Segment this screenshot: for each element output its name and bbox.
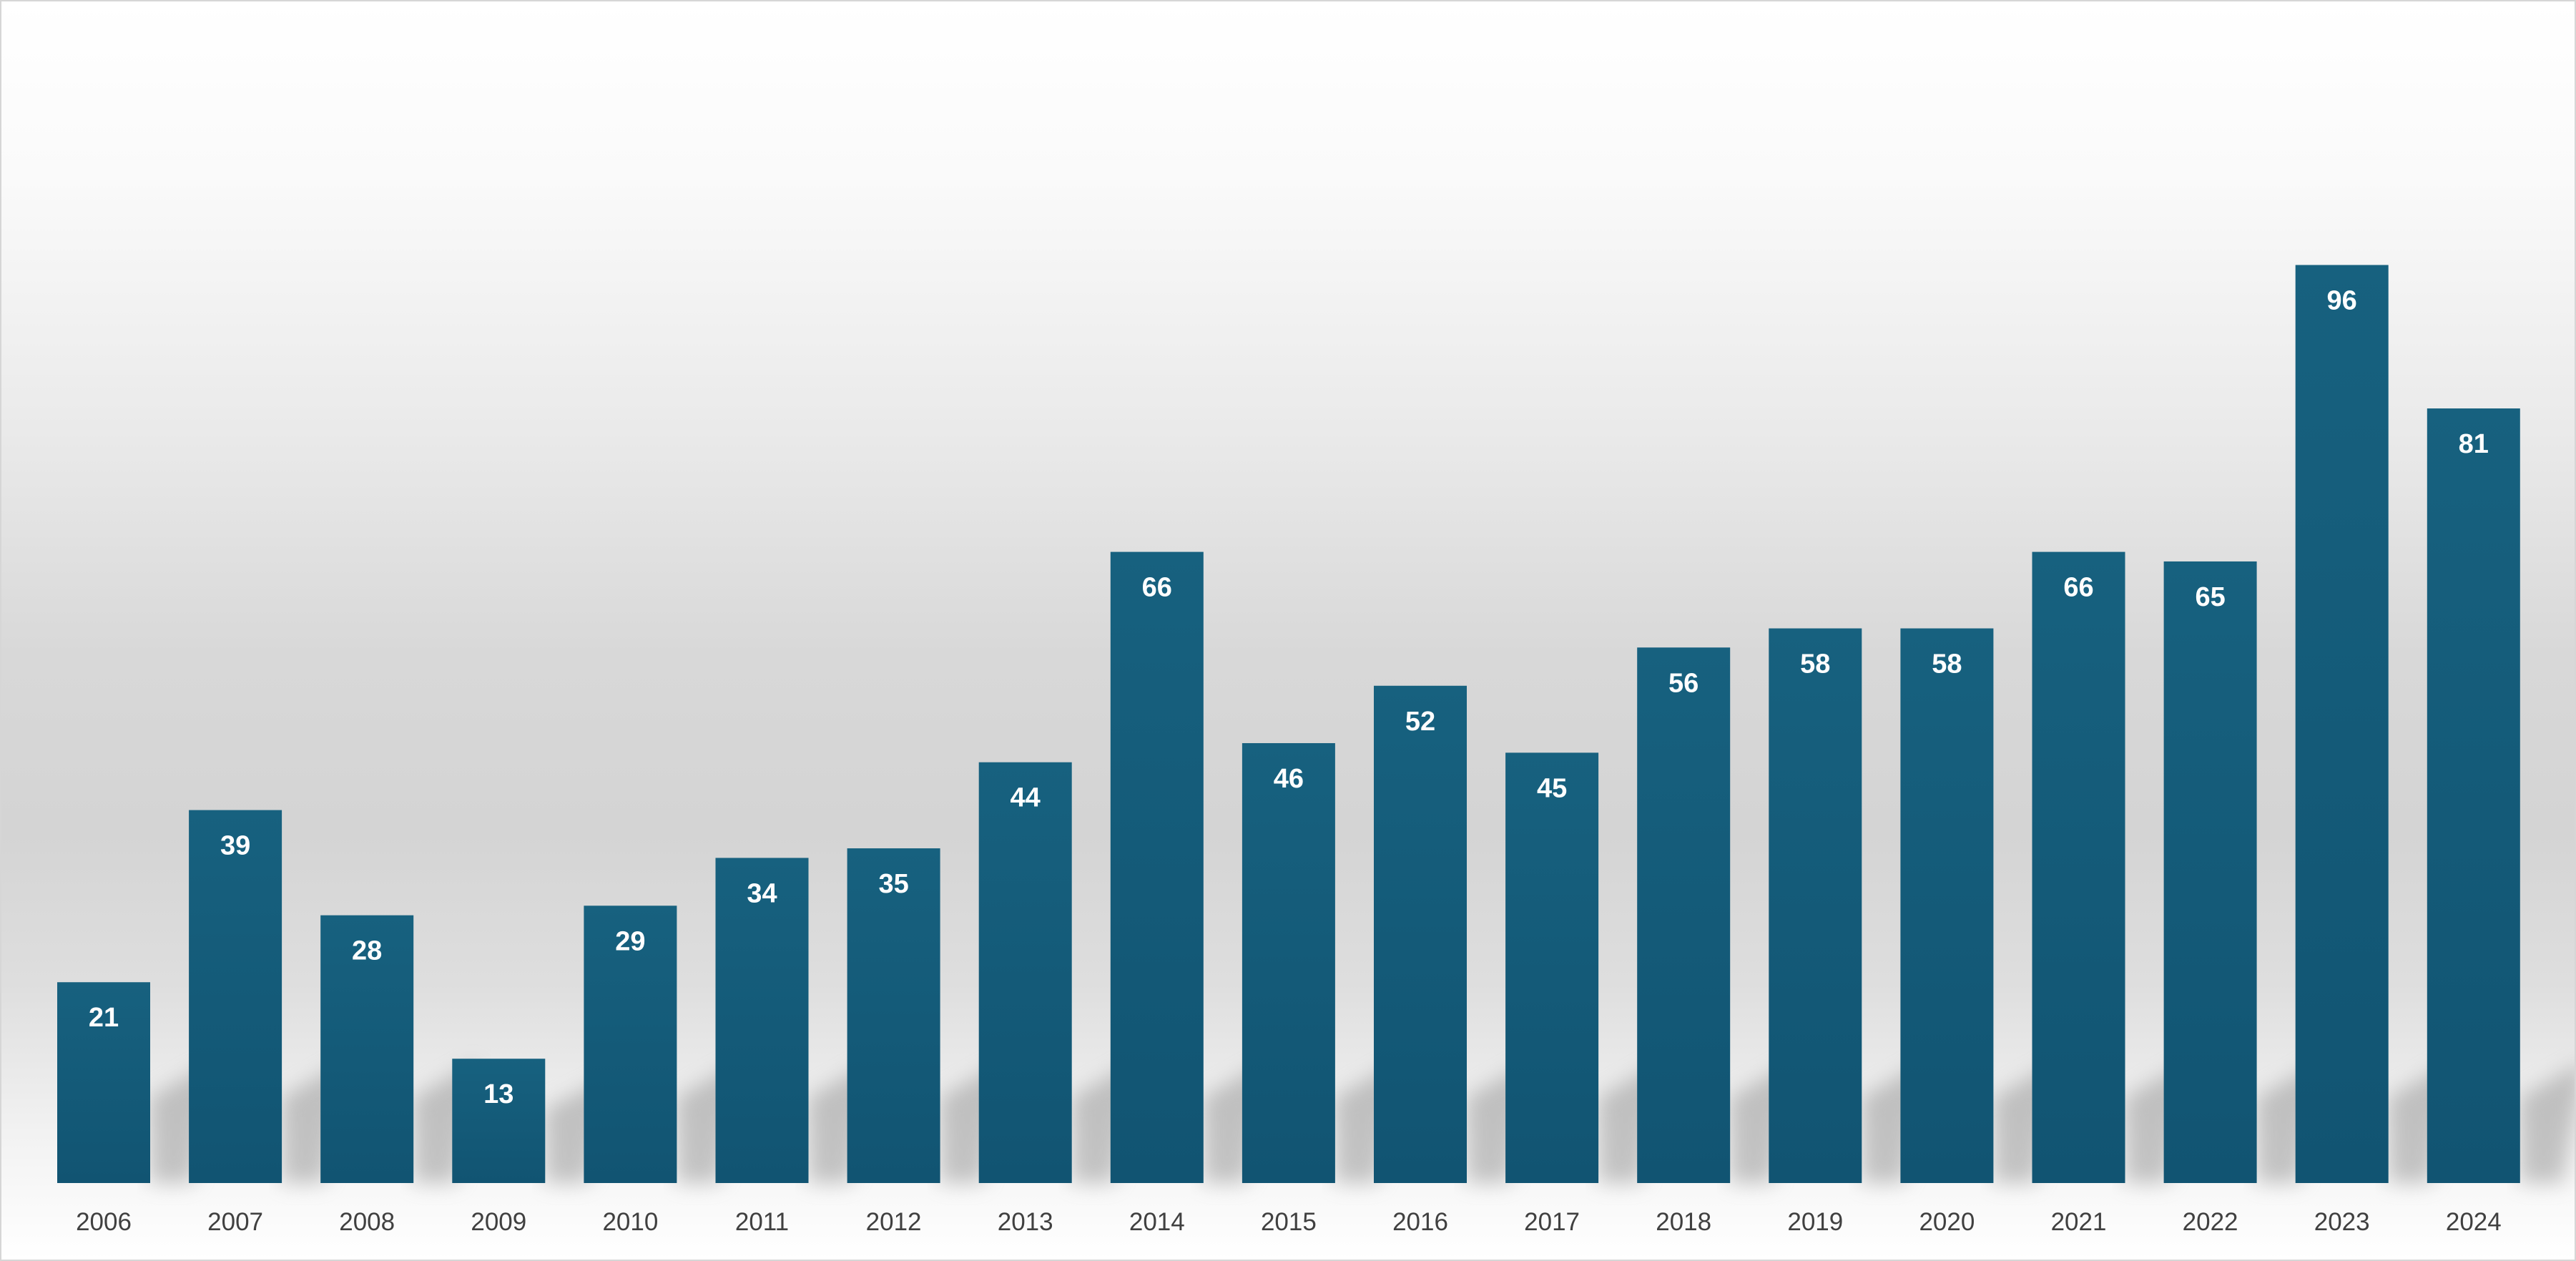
bar-2010 [584, 906, 677, 1183]
bar-2022 [2163, 561, 2257, 1183]
bar-2018 [1637, 647, 1731, 1183]
bar-2019 [1769, 628, 1862, 1183]
x-tick-2021: 2021 [2051, 1208, 2107, 1236]
value-label-2006: 21 [89, 1003, 119, 1033]
value-label-2013: 44 [1011, 783, 1041, 813]
value-label-2017: 45 [1537, 773, 1567, 803]
bar-2023 [2295, 265, 2389, 1184]
x-tick-2017: 2017 [1524, 1208, 1580, 1236]
value-label-2007: 39 [220, 831, 250, 861]
bar-2008 [320, 915, 414, 1183]
bar-2021 [2032, 551, 2125, 1183]
value-label-2018: 56 [1668, 668, 1699, 698]
value-label-2021: 66 [2063, 573, 2093, 603]
value-label-2015: 46 [1274, 764, 1304, 794]
x-tick-2006: 2006 [76, 1208, 132, 1236]
x-axis-ticks: 2006 2007 2008 2009 2010 2011 2012 2013 2014 2015… [76, 1208, 2502, 1236]
x-tick-2010: 2010 [602, 1208, 658, 1236]
x-tick-2013: 2013 [998, 1208, 1053, 1236]
x-tick-2015: 2015 [1261, 1208, 1317, 1236]
x-tick-2018: 2018 [1656, 1208, 1711, 1236]
value-label-2024: 81 [2459, 429, 2489, 459]
bar-shadow-2024 [2520, 1066, 2575, 1183]
x-tick-2011: 2011 [735, 1208, 789, 1236]
x-tick-2016: 2016 [1392, 1208, 1448, 1236]
x-tick-2022: 2022 [2183, 1208, 2238, 1236]
bar-2014 [1110, 551, 1204, 1183]
x-tick-2019: 2019 [1787, 1208, 1843, 1236]
value-label-2014: 66 [1142, 573, 1172, 603]
value-label-2016: 52 [1405, 707, 1435, 737]
x-tick-2014: 2014 [1129, 1208, 1185, 1236]
bars [57, 265, 2520, 1184]
x-tick-2009: 2009 [471, 1208, 526, 1236]
value-label-2020: 58 [1932, 649, 1962, 679]
bar-2017 [1505, 752, 1599, 1183]
bar-2024 [2427, 408, 2520, 1183]
bar-2011 [715, 858, 809, 1183]
value-label-2011: 34 [747, 878, 777, 908]
value-label-2010: 29 [615, 926, 645, 956]
value-label-2012: 35 [878, 869, 908, 899]
bar-2007 [189, 810, 282, 1183]
bar-2013 [978, 762, 1072, 1183]
value-label-2019: 58 [1800, 649, 1830, 679]
x-tick-2024: 2024 [2446, 1208, 2502, 1236]
bar-2015 [1242, 742, 1335, 1183]
value-labels: 21 39 28 13 29 34 35 44 66 46 52 45 56 58 58 66 65 96 81 [89, 285, 2489, 1109]
bar-2012 [847, 848, 940, 1183]
value-label-2009: 13 [483, 1079, 513, 1109]
x-tick-2020: 2020 [1919, 1208, 1975, 1236]
value-label-2008: 28 [352, 936, 382, 966]
bar-2006 [57, 982, 150, 1183]
value-label-2022: 65 [2195, 582, 2225, 612]
x-tick-2012: 2012 [866, 1208, 922, 1236]
bar-2009 [452, 1059, 546, 1183]
bar-2020 [1900, 628, 1994, 1183]
bar-2016 [1374, 685, 1467, 1183]
x-tick-2023: 2023 [2314, 1208, 2370, 1236]
x-tick-2008: 2008 [339, 1208, 395, 1236]
value-label-2023: 96 [2327, 285, 2357, 315]
x-tick-2007: 2007 [207, 1208, 263, 1236]
